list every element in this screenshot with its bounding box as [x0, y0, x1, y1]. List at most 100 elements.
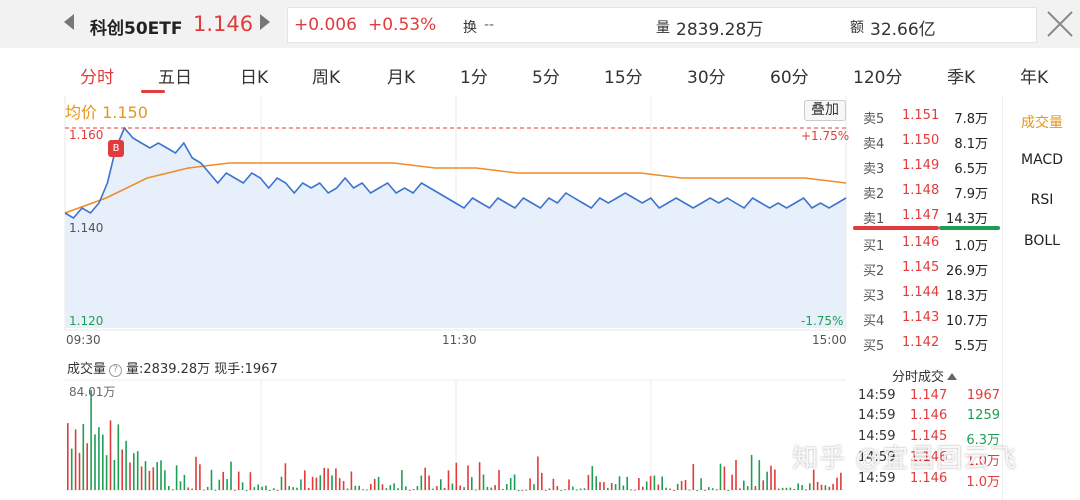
bid-volume: 10.7万: [946, 314, 988, 329]
tab-60min[interactable]: 60分: [770, 68, 809, 88]
ask-ratio-bar: [853, 226, 939, 230]
bid-row[interactable]: 买4 1.143 10.7万: [850, 306, 1002, 331]
bid-price: 1.146: [902, 235, 940, 250]
ask-volume: 7.8万: [954, 112, 988, 127]
trade-time: 14:59: [858, 388, 896, 403]
pct-bottom-label: -1.75%: [801, 314, 844, 328]
trades-title-text: 分时成交: [892, 370, 945, 385]
trade-time: 14:59: [858, 408, 896, 423]
x-axis-mid-label: 11:30: [442, 333, 477, 347]
ask-volume: 7.9万: [954, 187, 988, 202]
ask-label: 卖5: [863, 112, 885, 127]
overlay-button[interactable]: 叠加: [804, 100, 846, 121]
bid-ratio-bar: [939, 226, 1000, 230]
bid-label: 买2: [863, 264, 885, 279]
tab-five-day[interactable]: 五日: [158, 68, 192, 88]
ask-row[interactable]: 卖4 1.150 8.1万: [850, 129, 1002, 154]
bid-volume: 5.5万: [954, 339, 988, 354]
ask-price: 1.147: [902, 208, 940, 223]
ask-row[interactable]: 卖1 1.147 14.3万: [850, 204, 1002, 229]
trade-row: 14:59 1.146 1.0万: [850, 448, 1002, 469]
ask-price: 1.148: [902, 183, 940, 198]
bid-row[interactable]: 买1 1.146 1.0万: [850, 231, 1002, 256]
buy-marker[interactable]: B: [108, 140, 124, 157]
x-axis-end-label: 15:00: [812, 333, 847, 347]
ask-row[interactable]: 卖3 1.149 6.5万: [850, 154, 1002, 179]
amount-label: 额: [850, 20, 864, 36]
collapse-up-icon: [947, 373, 958, 380]
tab-quarterly-k[interactable]: 季K: [947, 68, 976, 88]
tab-5min[interactable]: 5分: [532, 68, 560, 88]
tab-120min[interactable]: 120分: [853, 68, 903, 88]
buy-marker-label: B: [112, 143, 120, 154]
trade-price: 1.145: [910, 429, 948, 444]
y-axis-top-label: 1.160: [69, 128, 104, 142]
bid-row[interactable]: 买5 1.142 5.5万: [850, 331, 1002, 356]
ask-row[interactable]: 卖2 1.148 7.9万: [850, 179, 1002, 204]
volume-header: 成交量? 量:2839.28万 现手:1967: [67, 358, 278, 377]
next-stock-icon[interactable]: [260, 14, 270, 30]
bid-price: 1.142: [902, 335, 940, 350]
ask-label: 卖3: [863, 162, 885, 177]
ask-price: 1.151: [902, 108, 940, 123]
trade-volume: 1.0万: [966, 475, 1000, 490]
bid-label: 买5: [863, 339, 885, 354]
trade-row: 14:59 1.147 1967: [850, 386, 1002, 407]
active-tab-indicator: [141, 90, 165, 93]
tab-weekly-k[interactable]: 周K: [312, 68, 341, 88]
y-axis-mid-label: 1.140: [69, 221, 104, 235]
turnover-label: 换: [463, 20, 477, 36]
trade-row: 14:59 1.146 1.0万: [850, 469, 1002, 490]
ask-label: 卖2: [863, 187, 885, 202]
tab-intraday[interactable]: 分时: [80, 68, 114, 88]
amount-value: 32.66亿: [870, 20, 936, 40]
stock-name: 科创50ETF: [90, 19, 183, 39]
indicator-rsi[interactable]: RSI: [1030, 192, 1054, 208]
trade-price: 1.146: [910, 408, 948, 423]
volume-title: 成交量: [67, 362, 107, 377]
tab-1min[interactable]: 1分: [460, 68, 488, 88]
tab-30min[interactable]: 30分: [687, 68, 726, 88]
watermark: 知乎 @宜昌回云飞: [792, 444, 1018, 474]
period-tabs: 分时 五日 日K 周K 月K 1分 5分 15分 30分 60分 120分 季K…: [55, 50, 1080, 96]
trade-price: 1.146: [910, 471, 948, 486]
stock-price: 1.146: [193, 12, 254, 36]
indicator-boll[interactable]: BOLL: [1024, 233, 1060, 249]
chart-area[interactable]: [55, 96, 850, 500]
bid-row[interactable]: 买2 1.145 26.9万: [850, 256, 1002, 281]
tab-daily-k[interactable]: 日K: [240, 68, 269, 88]
bid-row[interactable]: 买3 1.144 18.3万: [850, 281, 1002, 306]
previous-stock-icon[interactable]: [64, 14, 74, 30]
tab-yearly-k[interactable]: 年K: [1020, 68, 1049, 88]
indicator-volume[interactable]: 成交量: [1021, 115, 1063, 131]
quote-header: 科创50ETF 1.146 +0.006 +0.53% 换 -- 量 2839.…: [0, 0, 1080, 48]
bid-volume: 26.9万: [946, 264, 988, 279]
ask-volume: 14.3万: [946, 212, 988, 227]
volume-label: 量: [656, 20, 670, 36]
price-change-pct: +0.53%: [368, 15, 437, 35]
help-icon[interactable]: ?: [109, 364, 123, 377]
x-axis-start-label: 09:30: [66, 333, 101, 347]
ask-label: 卖1: [863, 212, 885, 227]
trade-row: 14:59 1.145 6.3万: [850, 427, 1002, 448]
close-icon[interactable]: [1046, 10, 1074, 38]
ask-row[interactable]: 卖5 1.151 7.8万: [850, 104, 1002, 129]
trade-volume: 1967: [966, 388, 1000, 403]
trades-title[interactable]: 分时成交: [892, 366, 958, 385]
quote-summary: +0.006 +0.53% 换 -- 量 2839.28万 额 32.66亿: [287, 7, 1037, 43]
trade-row: 14:59 1.146 1259: [850, 406, 1002, 427]
order-book: 卖5 1.151 7.8万 卖4 1.150 8.1万 卖3 1.149 6.5万 卖2 1.…: [850, 96, 1002, 500]
bid-volume: 1.0万: [954, 239, 988, 254]
tab-15min[interactable]: 15分: [604, 68, 643, 88]
ask-volume: 6.5万: [954, 162, 988, 177]
tab-monthly-k[interactable]: 月K: [387, 68, 416, 88]
ask-price: 1.149: [902, 158, 940, 173]
bid-label: 买3: [863, 289, 885, 304]
bid-price: 1.143: [902, 310, 940, 325]
trade-volume: 1.0万: [966, 454, 1000, 469]
average-price-label: 均价 1.150: [65, 103, 148, 122]
indicator-macd[interactable]: MACD: [1021, 152, 1063, 168]
y-axis-bottom-label: 1.120: [69, 314, 104, 328]
bid-label: 买1: [863, 239, 885, 254]
bid-label: 买4: [863, 314, 885, 329]
